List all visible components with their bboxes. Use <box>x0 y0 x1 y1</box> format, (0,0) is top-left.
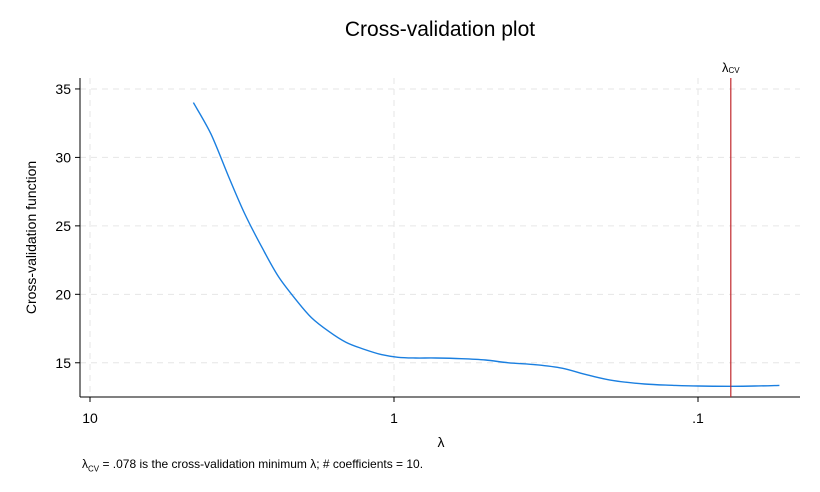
y-tick-label: 25 <box>55 218 71 234</box>
grid-layer <box>80 78 800 397</box>
x-axis-label: λ <box>438 434 445 450</box>
y-tick-label: 30 <box>55 149 71 165</box>
cv-curve-series <box>192 102 780 388</box>
x-tick-label: 10 <box>82 410 98 426</box>
x-tick-label: 1 <box>390 410 398 426</box>
y-axis-label: Cross-validation function <box>23 161 39 314</box>
ticks-layer: 15 20 25 30 35 10 1 .1 <box>55 81 704 426</box>
footnote-lambda-sub: CV <box>88 464 100 474</box>
lambda-cv-label-main: λ <box>722 60 729 75</box>
y-tick-label: 20 <box>55 286 71 302</box>
y-tick-label: 35 <box>55 81 71 97</box>
footnote-lambda: λ <box>82 457 88 471</box>
y-tick-label: 15 <box>55 355 71 371</box>
lambda-cv-label: λCV <box>722 60 740 75</box>
x-tick-label: .1 <box>692 410 704 426</box>
footnote-text: = .078 is the cross-validation minimum λ… <box>99 457 424 471</box>
chart-title: Cross-validation plot <box>344 18 536 41</box>
lambda-cv-label-sub: CV <box>728 66 740 75</box>
footnote: λCV = .078 is the cross-validation minim… <box>82 457 423 473</box>
